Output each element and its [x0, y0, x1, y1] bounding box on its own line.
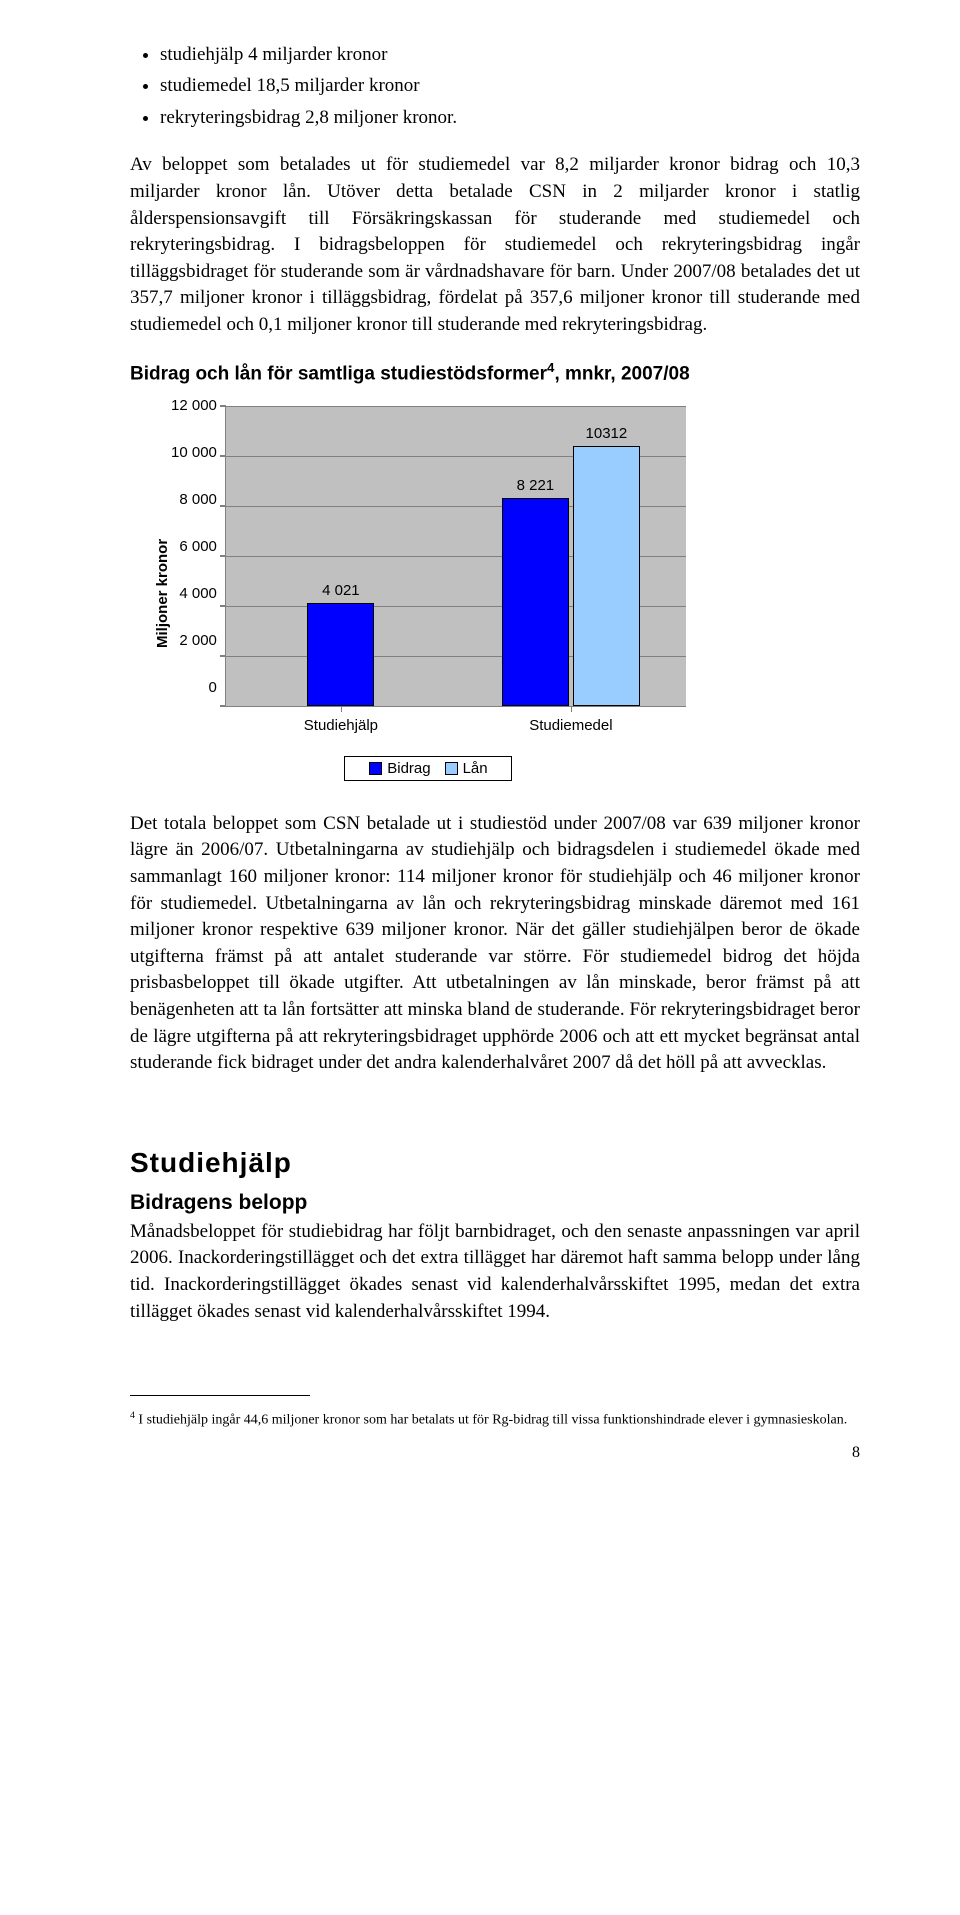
- legend-item: Lån: [445, 760, 488, 777]
- y-axis-ticks: 12 000 10 000 8 000 6 000 4 000 2 000 0: [171, 397, 225, 697]
- plot-area: 4 0218 22110312: [225, 406, 686, 707]
- footnote-text: I studiehjälp ingår 44,6 miljoner kronor…: [135, 1413, 847, 1428]
- bar: 8 221: [502, 498, 569, 706]
- y-tickmark: [220, 555, 226, 557]
- paragraph-bidrag: Månadsbeloppet för studiebidrag har följ…: [130, 1219, 860, 1325]
- bar-value-label: 4 021: [322, 582, 360, 599]
- y-tickmark: [220, 455, 226, 457]
- x-axis-ticks: Studiehjälp Studiemedel: [226, 707, 686, 734]
- x-tick: Studiehjälp: [249, 717, 433, 734]
- y-tickmark: [220, 655, 226, 657]
- chart-body: Miljoner kronor 12 000 10 000 8 000 6 00…: [150, 406, 750, 781]
- chart-title-suffix: , mnkr, 2007/08: [554, 364, 689, 385]
- bar-value-label: 8 221: [517, 477, 555, 494]
- document-page: studiehjälp 4 miljarder kronor studiemed…: [0, 0, 960, 1502]
- footnote: 4 I studiehjälp ingår 44,6 miljoner kron…: [130, 1410, 860, 1430]
- y-axis-label: Miljoner kronor: [150, 406, 171, 781]
- subsection-heading: Bidragens belopp: [130, 1191, 860, 1215]
- y-tick: 6 000: [179, 538, 217, 556]
- y-tick: 2 000: [179, 632, 217, 650]
- section-heading: Studiehjälp: [130, 1147, 860, 1179]
- y-tick: 8 000: [179, 491, 217, 509]
- bar-group: 8 22110312: [479, 406, 663, 706]
- bar-group: 4 021: [249, 406, 433, 706]
- legend-swatch: [445, 762, 458, 775]
- chart-title-text: Bidrag och lån för samtliga studiestödsf…: [130, 364, 547, 385]
- bullet-item: rekryteringsbidrag 2,8 miljoner kronor.: [160, 103, 860, 132]
- gridline: [226, 706, 686, 707]
- bar: 4 021: [307, 603, 374, 706]
- legend-label: Lån: [463, 760, 488, 777]
- chart-title: Bidrag och lån för samtliga studiestödsf…: [130, 360, 860, 385]
- y-tickmark: [220, 705, 226, 707]
- plot-column: 12 000 10 000 8 000 6 000 4 000 2 000 0 …: [171, 406, 686, 781]
- y-tick: 4 000: [179, 585, 217, 603]
- bullet-list: studiehjälp 4 miljarder kronor studiemed…: [130, 40, 860, 132]
- y-tickmark: [220, 605, 226, 607]
- legend-swatch: [369, 762, 382, 775]
- bar: 10312: [573, 446, 640, 706]
- page-number: 8: [130, 1444, 860, 1462]
- y-tick: 12 000: [171, 397, 217, 415]
- x-tick: Studiemedel: [479, 717, 663, 734]
- legend-label: Bidrag: [387, 760, 430, 777]
- x-tickmark: [571, 706, 573, 712]
- y-tick: 0: [209, 679, 217, 697]
- y-tickmark: [220, 405, 226, 407]
- paragraph-intro: Av beloppet som betalades ut för studiem…: [130, 152, 860, 338]
- y-tick: 10 000: [171, 444, 217, 462]
- footnote-rule: [130, 1395, 310, 1396]
- bar-chart: Miljoner kronor 12 000 10 000 8 000 6 00…: [150, 406, 750, 781]
- chart-legend: Bidrag Lån: [344, 756, 512, 781]
- y-tickmark: [220, 505, 226, 507]
- paragraph-analysis: Det totala beloppet som CSN betalade ut …: [130, 811, 860, 1077]
- bullet-item: studiemedel 18,5 miljarder kronor: [160, 71, 860, 100]
- legend-item: Bidrag: [369, 760, 430, 777]
- bullet-item: studiehjälp 4 miljarder kronor: [160, 40, 860, 69]
- bar-value-label: 10312: [586, 425, 628, 442]
- plot-row: 12 000 10 000 8 000 6 000 4 000 2 000 0 …: [171, 406, 686, 707]
- x-tickmark: [341, 706, 343, 712]
